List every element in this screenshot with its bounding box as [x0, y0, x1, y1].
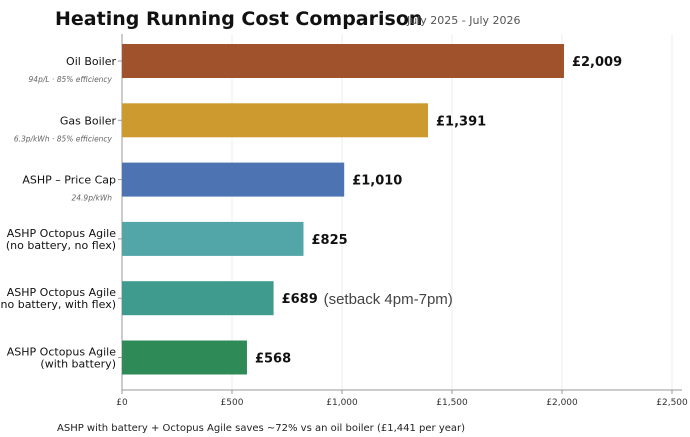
bar [122, 221, 304, 256]
x-tick-label: £1,000 [326, 398, 358, 408]
x-tick-label: £500 [221, 398, 244, 408]
bar [122, 44, 564, 78]
category-label: (no battery, no flex) [6, 239, 116, 252]
bar [122, 162, 345, 197]
category-sublabel: 24.9p/kWh [72, 194, 113, 203]
category-label: (no battery, with flex) [0, 298, 116, 311]
bar [122, 340, 247, 375]
x-tick-label: £2,500 [656, 398, 688, 408]
value-label: £568 [255, 352, 291, 367]
category-sublabel: 6.3p/kWh · 85% efficiency [14, 134, 113, 143]
category-label: ASHP Octopus Agile [7, 227, 116, 240]
value-label: £689 [282, 292, 318, 307]
category-label: Gas Boiler [60, 114, 117, 127]
bar [122, 281, 274, 316]
chart-title: Heating Running Cost Comparison [55, 8, 423, 30]
annotation-label: (setback 4pm-7pm) [324, 291, 453, 308]
chart-subtitle: July 2025 - July 2026 [407, 14, 521, 27]
category-sublabel: 94p/L · 85% efficiency [29, 75, 113, 84]
x-tick-label: £0 [116, 398, 128, 408]
category-label: (with battery) [40, 358, 116, 371]
x-tick-label: £1,500 [436, 398, 468, 408]
category-label: Oil Boiler [66, 55, 116, 68]
bar [122, 103, 429, 138]
x-tick-label: £2,000 [546, 398, 578, 408]
value-label: £2,009 [572, 55, 622, 70]
category-label: ASHP Octopus Agile [7, 286, 116, 299]
category-label: ASHP – Price Cap [22, 174, 116, 187]
category-label: ASHP Octopus Agile [7, 346, 116, 359]
chart-footnote: ASHP with battery + Octopus Agile saves … [57, 423, 466, 434]
value-label: £1,010 [352, 174, 402, 189]
value-label: £1,391 [436, 114, 486, 129]
value-label: £825 [312, 233, 348, 248]
